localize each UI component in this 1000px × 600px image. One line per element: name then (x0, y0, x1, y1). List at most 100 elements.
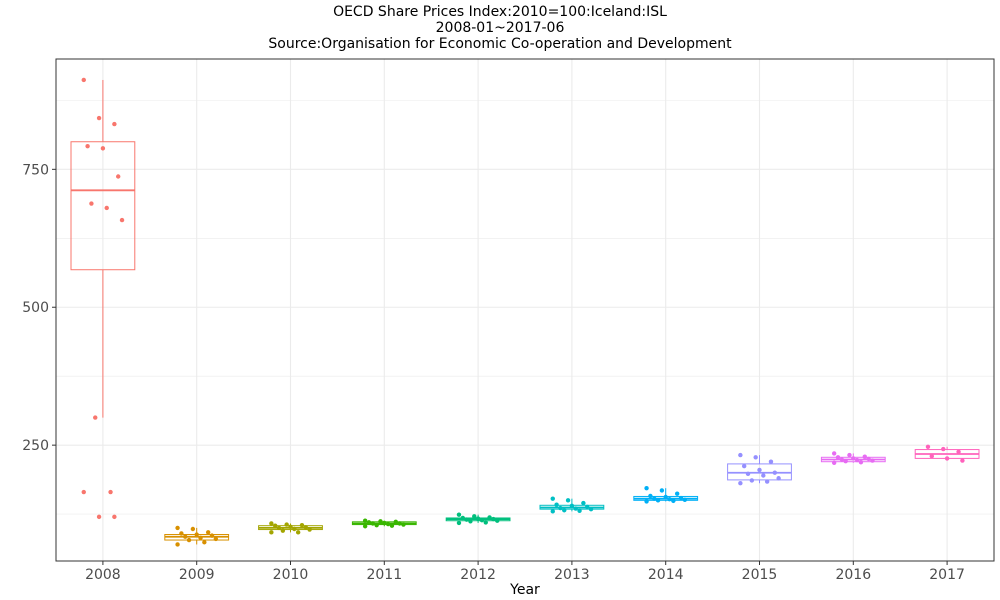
plot-panel-border (55, 58, 995, 562)
point-2008 (116, 174, 121, 179)
x-tick-label: 2014 (648, 567, 684, 583)
point-2016 (847, 452, 852, 458)
chart-title: OECD Share Prices Index:2010=100:Iceland… (333, 4, 667, 20)
point-2016 (835, 455, 841, 460)
point-2014 (655, 498, 661, 503)
y-tick-label: 750 (22, 162, 49, 178)
point-2013 (554, 502, 559, 507)
point-2016 (854, 457, 860, 463)
point-2009 (179, 531, 184, 536)
point-2012 (491, 516, 496, 522)
point-2016 (851, 456, 856, 461)
point-2016 (858, 460, 864, 465)
point-2010 (303, 525, 309, 530)
point-2012 (456, 520, 462, 526)
point-2013 (581, 500, 586, 506)
point-2014 (682, 497, 688, 502)
point-2008 (85, 143, 90, 149)
x-axis-title: Year (509, 582, 540, 598)
point-2015 (738, 481, 743, 486)
y-axis-ticks: 250 500 750 (22, 162, 56, 454)
point-2010 (269, 530, 274, 535)
x-tick-label: 2011 (366, 567, 402, 583)
point-2012 (487, 515, 492, 520)
x-tick-label: 2010 (273, 567, 309, 583)
point-2010 (307, 527, 312, 532)
point-2013 (565, 498, 571, 503)
point-2008 (108, 489, 113, 495)
point-2013 (562, 508, 567, 513)
point-2013 (588, 506, 594, 512)
point-2011 (366, 520, 372, 525)
point-2009 (194, 532, 199, 537)
chart-source: Source:Organisation for Economic Co-oper… (268, 36, 732, 52)
point-2011 (374, 522, 379, 528)
point-2015 (741, 463, 747, 469)
point-2011 (389, 523, 395, 528)
point-2011 (385, 521, 391, 527)
point-2011 (362, 518, 368, 523)
point-2013 (577, 508, 582, 513)
point-2015 (757, 467, 762, 473)
point-2014 (674, 491, 680, 496)
point-2012 (468, 519, 473, 524)
point-2008 (81, 489, 86, 495)
point-2009 (186, 537, 192, 543)
point-2012 (460, 515, 465, 521)
chart-title-block: OECD Share Prices Index:2010=100:Iceland… (0, 4, 1000, 52)
point-2013 (569, 503, 575, 509)
point-2008 (96, 514, 102, 520)
point-2014 (644, 499, 649, 504)
point-2008 (81, 77, 86, 83)
x-tick-label: 2013 (554, 567, 590, 583)
point-2008 (89, 201, 94, 206)
point-2017 (944, 456, 950, 461)
point-2011 (397, 521, 402, 526)
point-2015 (749, 478, 755, 483)
point-2010 (280, 528, 286, 533)
point-2008 (93, 415, 98, 420)
point-2015 (764, 479, 770, 484)
point-2012 (479, 517, 485, 523)
point-2011 (378, 519, 383, 524)
point-2016 (831, 460, 837, 466)
point-2016 (839, 457, 845, 462)
point-2008 (112, 121, 117, 127)
point-2015 (753, 455, 758, 460)
x-tick-label: 2015 (742, 567, 778, 583)
y-tick-label: 250 (22, 438, 49, 454)
point-2009 (190, 526, 196, 532)
point-2014 (644, 485, 649, 491)
point-2013 (558, 505, 563, 511)
point-2009 (205, 530, 211, 535)
point-2015 (745, 471, 751, 477)
point-2017 (929, 453, 934, 459)
x-tick-label: 2012 (460, 567, 496, 583)
point-2011 (393, 519, 398, 525)
point-2009 (202, 540, 207, 545)
box-2008 (70, 79, 136, 418)
point-2017 (941, 446, 946, 452)
point-2014 (659, 488, 665, 493)
point-2008 (119, 217, 125, 223)
point-2017 (960, 458, 965, 463)
point-2013 (550, 509, 555, 514)
point-2009 (209, 533, 215, 538)
point-2014 (667, 497, 672, 502)
jitter-points (81, 77, 965, 547)
point-2015 (772, 470, 778, 475)
point-2010 (269, 521, 274, 526)
point-2017 (925, 444, 931, 450)
grid-lines (56, 59, 994, 561)
point-2012 (495, 518, 500, 523)
point-2009 (183, 534, 188, 539)
point-2010 (284, 522, 289, 527)
point-2016 (870, 458, 875, 463)
x-tick-label: 2009 (179, 567, 215, 583)
point-2010 (299, 522, 305, 528)
point-2013 (550, 496, 555, 501)
point-2008 (112, 514, 117, 520)
point-2010 (288, 524, 293, 529)
point-2014 (663, 494, 668, 500)
